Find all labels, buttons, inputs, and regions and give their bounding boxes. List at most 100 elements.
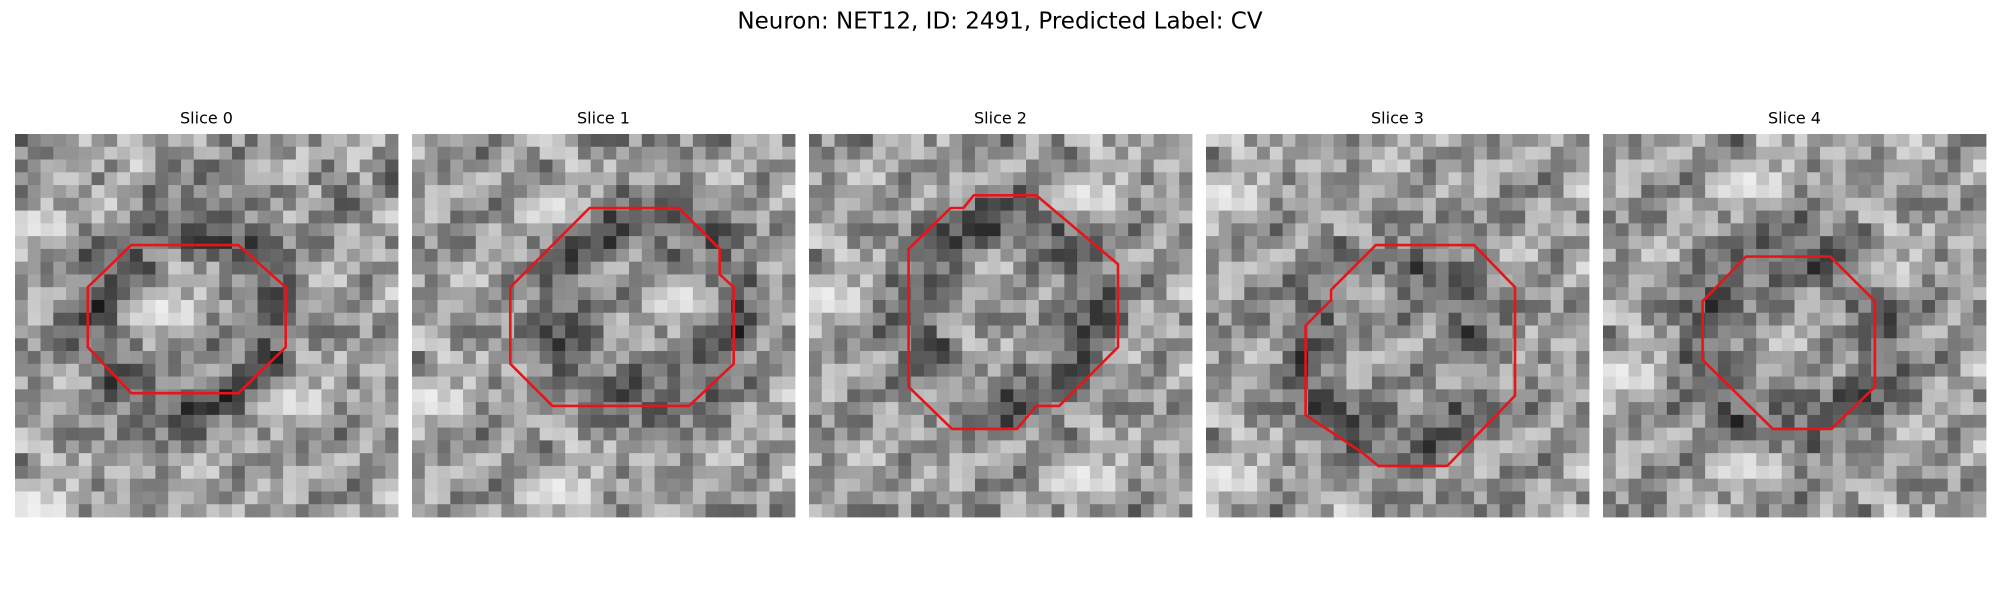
pixel [1576,197,1590,211]
pixel [1000,312,1014,326]
pixel [1115,210,1129,224]
pixel [372,274,386,288]
pixel [1244,351,1258,365]
pixel [1128,248,1142,263]
pixel [1550,159,1564,173]
pixel [1794,197,1808,211]
pixel [91,146,105,160]
pixel [1257,478,1271,492]
pixel [1000,223,1014,237]
pixel [1512,402,1526,416]
pixel [1628,389,1642,403]
pixel [321,261,335,275]
pixel [616,287,630,301]
pixel [1794,185,1808,199]
pixel [1333,159,1347,173]
pixel [1576,402,1590,416]
pixel [1807,389,1821,403]
pixel [1448,389,1462,403]
pixel [769,287,783,301]
pixel [731,210,745,224]
pixel [1550,210,1564,224]
pixel [463,146,477,160]
pixel [27,351,41,365]
pixel [1922,325,1936,339]
pixel [1717,338,1732,352]
pixel [692,172,707,186]
pixel [1537,376,1552,390]
pixel [180,491,195,505]
pixel [1474,414,1488,429]
pixel [40,236,54,250]
pixel [232,351,246,365]
pixel [1333,223,1347,237]
pixel [412,440,426,454]
pixel [1615,134,1629,148]
pixel [834,210,848,224]
pixel [667,236,681,250]
pixel [847,274,861,288]
pixel [1730,274,1744,288]
pixel [1756,134,1770,148]
pixel [680,376,694,390]
pixel [1934,159,1949,173]
pixel [1896,363,1910,377]
pixel [1320,210,1335,224]
pixel [1654,414,1668,429]
pixel [705,185,719,199]
pixel [244,185,258,199]
pixel [283,274,297,288]
pixel [1615,210,1629,224]
pixel [1960,465,1974,480]
pixel [1231,261,1245,275]
pixel [885,491,899,505]
pixel [1832,197,1846,211]
pixel [1026,363,1040,377]
pixel [1743,427,1757,441]
pixel [1128,427,1142,441]
pixel [1537,427,1552,441]
pixel [1666,274,1680,288]
pixel [232,236,246,250]
pixel [949,376,963,390]
pixel [1140,159,1155,173]
pixel [667,146,681,160]
pixel [1922,465,1936,480]
pixel [1871,402,1885,416]
pixel [1947,504,1961,518]
pixel [603,453,617,467]
pixel [552,159,566,173]
pixel [680,197,694,211]
pixel [1244,261,1258,275]
pixel [1909,478,1923,492]
pixel [1654,325,1668,339]
pixel [1410,363,1424,377]
pixel [809,248,823,263]
pixel [834,351,848,365]
pixel [1871,312,1885,326]
pixel [1231,376,1245,390]
pixel [552,261,566,275]
pixel [15,210,29,224]
pixel [1410,287,1424,301]
pixel [705,287,719,301]
pixel [885,248,899,263]
pixel [168,185,182,199]
pixel [680,223,694,237]
pixel [1807,453,1821,467]
pixel [974,465,989,480]
pixel [412,478,426,492]
pixel [1179,236,1193,250]
pixel [809,210,823,224]
pixel [731,172,745,186]
pixel [385,223,399,237]
pixel [1474,363,1488,377]
pixel [1269,312,1283,326]
contour [1304,243,1517,468]
pixel [488,248,502,263]
pixel [66,504,80,518]
pixel [91,427,105,441]
pixel [117,440,131,454]
pixel [1013,261,1027,275]
pixel [1397,440,1411,454]
